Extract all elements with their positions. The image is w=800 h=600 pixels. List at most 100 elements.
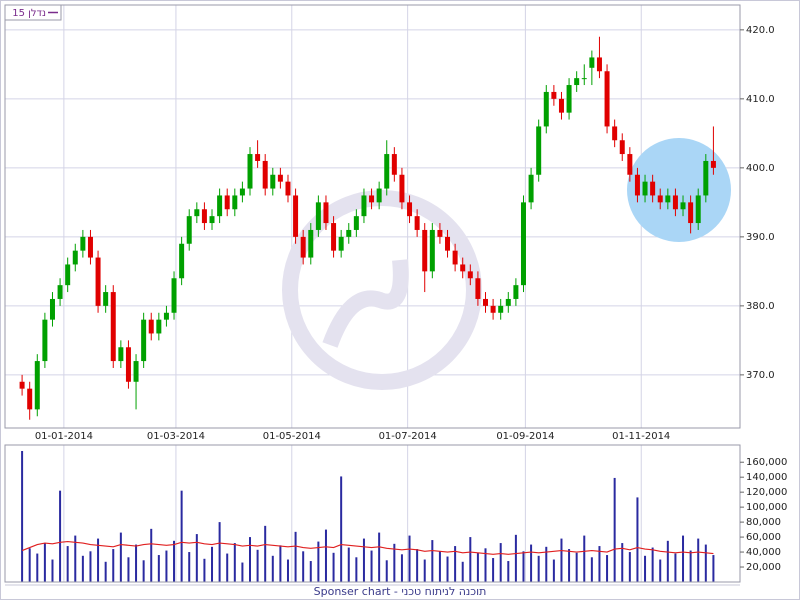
volume-bar — [119, 532, 122, 582]
volume-bar — [233, 543, 236, 582]
volume-bar — [499, 543, 502, 582]
volume-bar — [127, 557, 130, 582]
volume-bar — [355, 557, 358, 582]
candle-body — [239, 188, 245, 196]
y-tick-label: 20,000 — [746, 562, 781, 573]
volume-bar — [271, 555, 274, 582]
volume-bar — [362, 538, 365, 582]
candle-body — [498, 305, 504, 313]
volume-bar — [644, 555, 647, 582]
volume-bar — [370, 550, 373, 582]
candle-body — [528, 174, 534, 203]
volume-bar — [704, 544, 707, 582]
candle-body — [445, 236, 451, 251]
candle-body — [574, 78, 580, 86]
volume-bar — [393, 543, 396, 582]
footer: Sponser chart - תוכנה לניתוח טכני — [314, 585, 487, 598]
moving-average — [21, 540, 714, 555]
candle-body — [80, 236, 86, 251]
volume-bar — [28, 548, 31, 582]
volume-bar — [89, 551, 92, 582]
volume-bar — [408, 535, 411, 582]
volume-bar — [21, 450, 24, 582]
volume-bar — [552, 559, 555, 582]
candle-body — [627, 154, 633, 175]
candle-body — [148, 319, 154, 334]
candle-body — [665, 195, 671, 203]
candle-body — [338, 236, 344, 251]
candle-body — [490, 305, 496, 313]
candle-body — [57, 285, 63, 299]
candle-body — [346, 229, 352, 237]
candle-body — [19, 381, 25, 389]
candle-body — [688, 202, 694, 224]
volume-bar — [165, 550, 168, 582]
candle-body — [133, 361, 139, 382]
legend-label: נדלן 15 — [12, 8, 46, 19]
candle-body — [634, 174, 640, 196]
volume-bar — [651, 547, 654, 582]
candle-body — [710, 160, 716, 168]
volume-bar — [66, 546, 69, 582]
volume-bar — [712, 555, 715, 582]
candle-body — [650, 181, 656, 196]
volume-bar — [142, 560, 145, 582]
candle-body — [672, 195, 678, 210]
y-tick-label: 370.0 — [746, 370, 775, 381]
candle-body — [331, 223, 337, 251]
volume-bar — [522, 551, 525, 582]
candle-body — [543, 91, 549, 127]
volume-bar — [530, 544, 533, 582]
candle-body — [353, 216, 359, 230]
y-tick-label: 60,000 — [746, 532, 781, 543]
volume-bar — [332, 552, 335, 582]
candle-body — [558, 98, 564, 113]
y-tick-label: 100,000 — [746, 502, 787, 513]
y-tick-label: 40,000 — [746, 547, 781, 558]
x-tick-label: 01-05-2014 — [263, 431, 321, 442]
volume-bar — [484, 548, 487, 582]
volume-bar — [469, 537, 472, 582]
volume-bar — [279, 545, 282, 582]
candle-body — [179, 243, 185, 279]
candle-body — [376, 188, 382, 203]
volume-bar — [226, 553, 229, 582]
volume-bar — [249, 537, 251, 582]
candle-body — [680, 202, 686, 210]
candle-body — [429, 229, 435, 272]
x-tick-label: 01-01-2014 — [35, 431, 93, 442]
volume-bar — [104, 561, 107, 582]
volume-bar — [423, 559, 426, 582]
candle-body — [247, 154, 253, 189]
candle-body — [49, 298, 55, 320]
volume-bar — [568, 549, 571, 582]
volume-bar — [157, 555, 160, 582]
candle-body — [72, 250, 78, 265]
volume-bar — [81, 555, 84, 582]
volume-bar — [697, 538, 700, 582]
volume-bar — [317, 541, 320, 582]
candle-body — [255, 154, 261, 161]
volume-bar — [378, 532, 381, 582]
volume-bar — [309, 561, 312, 582]
candle-body — [604, 71, 610, 127]
price-frame — [4, 4, 741, 429]
candle-body — [209, 216, 215, 224]
volume-bar — [59, 490, 62, 582]
candle-body — [384, 154, 390, 189]
volume-bar — [74, 535, 77, 582]
candle-body — [217, 195, 223, 217]
volume-bar — [188, 552, 191, 582]
volume-bar — [636, 497, 639, 582]
volume-bar — [628, 552, 631, 582]
candle-body — [452, 250, 458, 265]
volume-bar — [476, 552, 479, 582]
volume-bar — [400, 554, 403, 582]
candle-body — [194, 209, 200, 217]
candle-body — [118, 347, 124, 362]
candle-body — [422, 229, 428, 272]
candle-body — [642, 181, 648, 196]
y-tick-label: 380.0 — [746, 301, 775, 312]
candle-body — [163, 312, 169, 320]
